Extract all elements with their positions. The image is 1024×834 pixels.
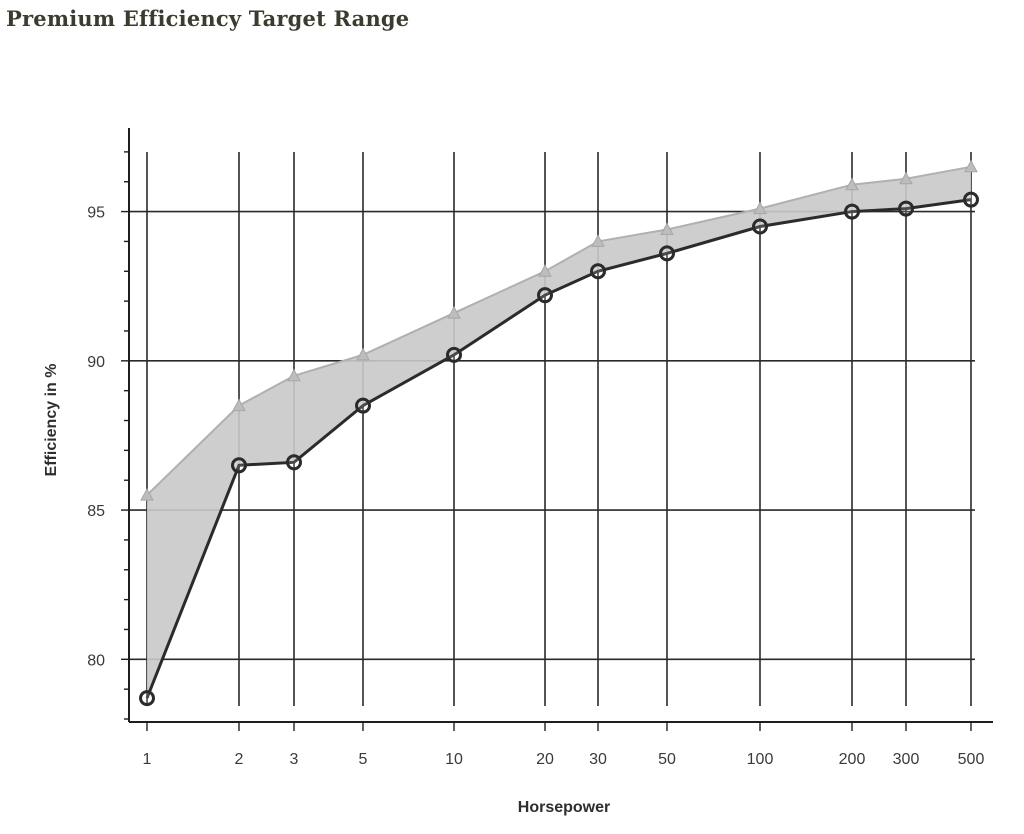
x-tick-label-1: 1	[143, 751, 152, 768]
x-axis-title: Horsepower	[518, 799, 610, 816]
lower-point-200	[844, 203, 860, 220]
upper-point-20	[538, 264, 552, 277]
upper-point-200	[845, 177, 859, 191]
upper-point-50	[660, 222, 674, 235]
x-tick-label-10: 10	[445, 751, 463, 768]
target-range-band	[147, 166, 971, 699]
y-tick-label-85: 85	[87, 503, 105, 520]
lower-point-100	[752, 218, 768, 235]
axes	[121, 128, 993, 731]
x-tick-label-300: 300	[893, 751, 920, 768]
lower-point-10	[446, 346, 462, 363]
lower-point-1	[139, 690, 155, 707]
x-tick-label-20: 20	[536, 751, 554, 768]
x-tick-label-2: 2	[235, 751, 244, 768]
x-tick-label-200: 200	[839, 751, 866, 768]
lower-point-20	[537, 287, 553, 304]
lower-point-30	[590, 263, 606, 280]
lower-point-5	[355, 397, 371, 414]
upper-point-2	[232, 398, 246, 412]
upper-series-line	[146, 165, 972, 496]
x-tick-label-30: 30	[589, 751, 607, 768]
upper-point-30	[591, 234, 605, 247]
upper-point-3	[287, 368, 301, 382]
upper-point-5	[356, 347, 370, 361]
x-tick-label-3: 3	[290, 751, 299, 768]
upper-point-10	[447, 306, 461, 319]
chart-title: Premium Efficiency Target Range	[6, 6, 410, 31]
x-tick-label-500: 500	[958, 751, 985, 768]
x-tick-label-5: 5	[359, 751, 368, 768]
lower-series-line	[145, 198, 972, 699]
y-tick-label-80: 80	[87, 652, 105, 669]
x-tick-label-100: 100	[747, 751, 774, 768]
y-tick-label-90: 90	[87, 354, 105, 371]
x-tick-label-50: 50	[658, 751, 676, 768]
target-range-area	[147, 166, 971, 699]
lower-point-3	[286, 454, 302, 471]
lower-point-500	[963, 191, 979, 208]
y-axis-title: Efficiency in %	[43, 364, 60, 477]
upper-point-300	[899, 171, 913, 185]
lower-point-50	[659, 245, 675, 262]
tick-labels: 80 85 90 95 1 2 3 5 10 20 30 50 100 200 300 500	[87, 205, 984, 768]
lower-point-300	[898, 200, 914, 217]
upper-point-500	[964, 159, 978, 173]
lower-point-2	[231, 457, 247, 474]
upper-point-100	[753, 201, 767, 215]
upper-point-1	[140, 488, 154, 501]
series-layer	[139, 159, 979, 707]
y-tick-label-95: 95	[87, 205, 105, 222]
